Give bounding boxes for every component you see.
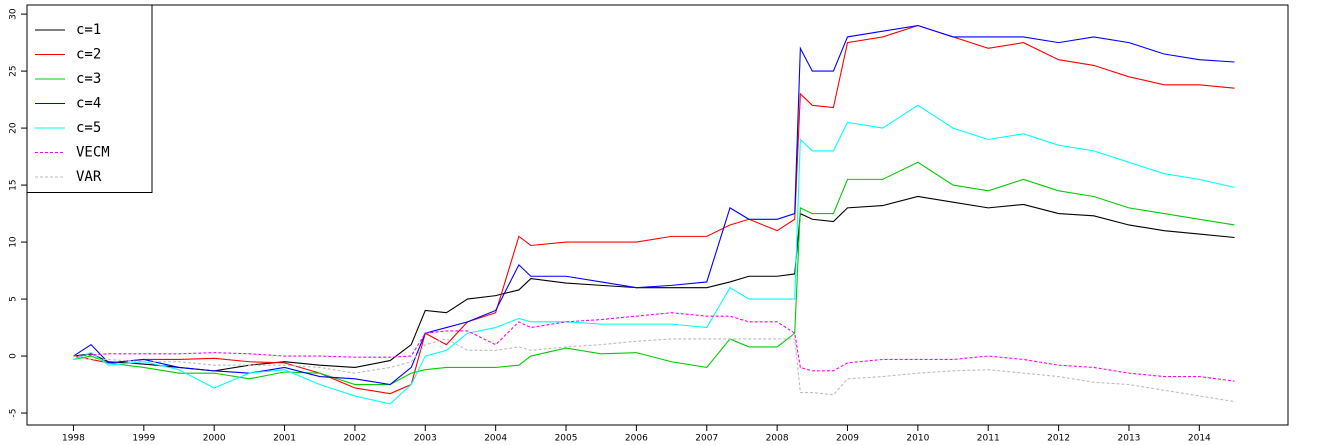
y-tick-label: -5 (9, 409, 19, 418)
x-tick-label: 2013 (1118, 434, 1141, 444)
x-tick-label: 2012 (1047, 434, 1070, 444)
legend-label: c=5 (76, 120, 101, 136)
legend-label: c=4 (76, 96, 101, 112)
series-line (73, 161, 1235, 386)
x-tick-label: 1998 (62, 434, 85, 444)
x-tick-label: 2002 (343, 434, 366, 444)
legend-label: VECM (76, 145, 110, 161)
x-tick-label: 2010 (906, 434, 929, 444)
x-tick-label: 2001 (273, 434, 296, 444)
series-line (73, 24, 1235, 395)
series-line (73, 312, 1235, 382)
legend-label: c=3 (76, 71, 101, 87)
x-tick-label: 2005 (555, 434, 578, 444)
series-line (73, 104, 1235, 405)
plot-frame (26, 4, 1289, 426)
y-tick-label: 5 (9, 296, 19, 302)
x-tick-label: 2004 (484, 434, 507, 444)
y-tick-label: 10 (9, 236, 19, 248)
x-tick-label: 2007 (695, 434, 718, 444)
x-tick-label: 2011 (977, 434, 1000, 444)
series-line (73, 338, 1235, 403)
legend-label: VAR (76, 169, 102, 185)
x-tick-label: 1999 (132, 434, 155, 444)
x-tick-label: 2009 (836, 434, 859, 444)
y-tick-label: 15 (9, 179, 19, 190)
legend-label: c=1 (76, 22, 101, 38)
x-tick-label: 2000 (203, 434, 226, 444)
x-tick-label: 2006 (625, 434, 648, 444)
legend-label: c=2 (76, 47, 101, 63)
legend-box (26, 4, 153, 193)
x-tick-label: 2003 (414, 434, 437, 444)
series-line (73, 24, 1235, 386)
y-tick-label: 30 (9, 8, 19, 20)
series-line (73, 195, 1235, 372)
y-tick-label: 20 (9, 122, 19, 134)
x-tick-label: 2008 (766, 434, 789, 444)
x-tick-label: 2014 (1188, 434, 1211, 444)
y-tick-label: 0 (9, 353, 19, 359)
y-tick-label: 25 (9, 65, 19, 76)
